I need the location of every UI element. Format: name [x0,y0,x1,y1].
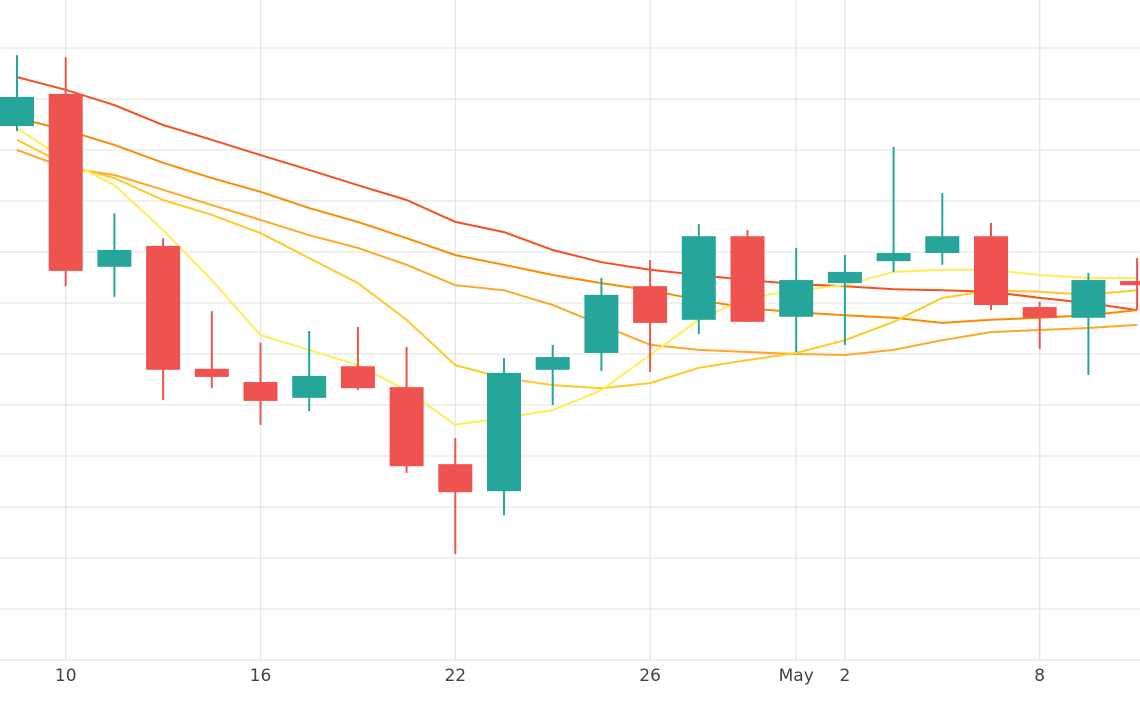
candle-body [194,368,229,377]
candle-body [1022,307,1057,318]
candle-body [779,280,814,317]
candle-body [535,357,570,370]
grid [0,0,1140,661]
candle-body [48,93,83,271]
candle-body [1120,281,1140,286]
candle-body [925,236,960,254]
candle-body [340,366,375,389]
x-tick-label: 10 [55,666,77,686]
moving-average-line [16,116,1138,324]
moving-averages [16,76,1138,426]
x-tick-label: 22 [444,666,466,686]
candle-body [389,387,424,467]
x-axis: 10 16 22 26 May 2 8 [55,666,1045,686]
candle-body [292,375,327,398]
x-tick-label: 26 [639,666,661,686]
candle-body [97,249,132,267]
x-tick-label: 16 [250,666,272,686]
candle-body [876,253,911,262]
candle-body [0,96,34,127]
moving-average-line [16,76,1138,312]
candles [0,55,1140,554]
candle-body [730,236,765,322]
moving-average-line [16,149,1138,357]
candle-body [487,372,521,492]
candle-body [633,286,668,323]
candle-body [1071,280,1106,318]
moving-average-line [16,127,1138,426]
candle-body [827,271,862,284]
x-tick-label: 2 [839,666,850,686]
candle-body [438,464,473,493]
x-tick-label: May [779,666,814,686]
candle-body [584,294,619,353]
candle-body [146,245,181,370]
candle-body [681,236,716,320]
candle-body [243,382,278,401]
moving-average-line [16,138,1138,390]
x-tick-label: 8 [1034,666,1045,686]
candle-body [974,236,1008,306]
